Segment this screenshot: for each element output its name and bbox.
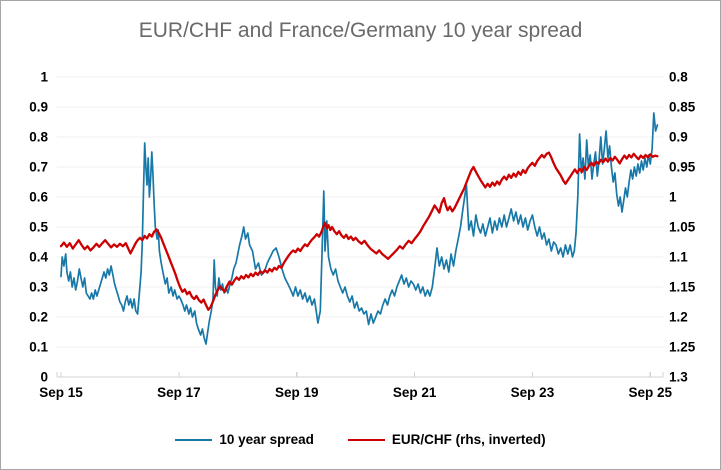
left-axis-tick-label: 0.5 [29,220,48,235]
left-axis-tick-label: 0.7 [29,160,48,175]
right-axis-tick-label: 0.8 [669,70,688,85]
right-axis-tick-label: 1 [669,190,677,205]
right-axis-tick-label: 1.3 [669,370,688,385]
spread-line [60,112,659,345]
right-axis-tick-label: 1.15 [669,280,696,295]
x-axis-tick-label: Sep 21 [393,385,437,400]
right-axis-tick-label: 1.25 [669,340,696,355]
eurchf-line [59,151,659,311]
x-axis-tick-label: Sep 17 [157,385,201,400]
legend-label-spread: 10 year spread [219,432,314,447]
right-axis-tick-label: 1.05 [669,220,696,235]
left-axis-tick-label: 0.8 [29,130,48,145]
legend-swatch-eurchf-line [347,438,385,441]
left-axis-tick-label: 0.3 [29,280,48,295]
legend-label-eurchf: EUR/CHF (rhs, inverted) [391,432,546,447]
left-axis-tick-label: 0.2 [29,310,48,325]
right-axis-tick-label: 0.85 [669,100,696,115]
x-axis-tick-label: Sep 25 [629,385,673,400]
left-axis-tick-label: 1 [40,70,48,85]
x-axis-tick-label: Sep 19 [275,385,319,400]
right-axis-tick-label: 1.1 [669,250,688,265]
x-axis-tick-label: Sep 15 [39,385,83,400]
x-axis-tick-label: Sep 23 [511,385,555,400]
right-axis-tick-label: 0.9 [669,130,688,145]
chart-title: EUR/CHF and France/Germany 10 year sprea… [138,19,583,42]
legend-item-spread: 10 year spread [175,432,314,447]
legend-item-eurchf: EUR/CHF (rhs, inverted) [347,432,546,447]
right-axis-tick-label: 0.95 [669,160,696,175]
left-axis-tick-label: 0.9 [29,100,48,115]
right-axis-tick-label: 1.2 [669,310,688,325]
left-axis-tick-label: 0 [40,370,48,385]
left-axis-tick-label: 0.6 [29,190,48,205]
legend-swatch-spread-line [175,438,213,441]
legend: 10 year spread EUR/CHF (rhs, inverted) [1,432,720,447]
left-axis-tick-label: 0.1 [29,340,48,355]
left-axis-tick-label: 0.4 [29,250,48,265]
